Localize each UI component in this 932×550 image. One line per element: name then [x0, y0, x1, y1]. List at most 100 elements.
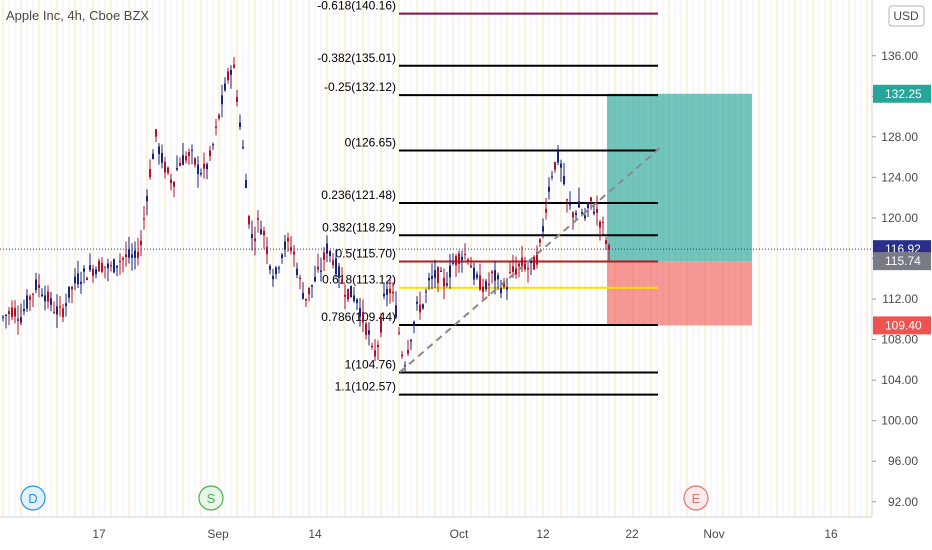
session-stripe: [242, 0, 244, 517]
candle-body: [554, 161, 556, 170]
candle-body: [350, 285, 352, 298]
candle-body: [20, 317, 22, 323]
candle-body: [434, 270, 436, 278]
candle-body: [467, 259, 469, 263]
candle-body: [158, 146, 160, 155]
candle-body: [182, 155, 184, 165]
price-tick-label: 100.00: [881, 414, 918, 428]
session-stripe: [176, 0, 178, 517]
session-stripe: [170, 0, 172, 517]
currency-button[interactable]: USD: [888, 5, 925, 27]
candle-body: [194, 158, 196, 165]
candle-body: [575, 212, 577, 215]
candle-body: [509, 271, 511, 273]
candle-body: [89, 265, 91, 270]
candle-body: [479, 275, 481, 290]
session-stripe: [572, 0, 574, 517]
time-axis[interactable]: 17 Sep 14 Oct 12 22 Nov 16: [92, 527, 838, 541]
session-stripe: [62, 0, 64, 517]
candle-body: [545, 208, 547, 213]
candle-body: [209, 150, 211, 157]
candle-body: [518, 263, 520, 267]
candle-body: [119, 261, 121, 263]
stop-loss-zone[interactable]: [607, 261, 752, 326]
session-stripe: [596, 0, 598, 517]
session-stripe: [260, 0, 262, 517]
candle-body: [74, 276, 76, 284]
fib-level-label: 0.786(109.44): [321, 310, 396, 324]
candle-body: [515, 268, 517, 275]
candle-body: [344, 294, 346, 297]
session-stripe: [554, 0, 556, 517]
session-stripe: [38, 0, 40, 517]
session-stripe: [782, 0, 784, 517]
candle-body: [188, 152, 190, 156]
session-stripe: [428, 0, 430, 517]
candle-body: [476, 274, 478, 278]
position-zones[interactable]: [607, 93, 752, 326]
candle-body: [104, 266, 106, 268]
session-stripe: [296, 0, 298, 517]
fib-level-label: 0.618(113.12): [322, 273, 396, 287]
trend-line[interactable]: [399, 147, 661, 373]
candle-body: [596, 209, 598, 214]
candle-body: [437, 267, 439, 283]
candle-body: [605, 240, 607, 244]
candle-body: [497, 275, 499, 280]
candle-body: [548, 186, 550, 192]
candle-body: [62, 308, 64, 317]
price-tick-label: 120.00: [881, 211, 918, 225]
candle-body: [53, 311, 55, 313]
event-marker[interactable]: [683, 485, 709, 511]
candle-body: [191, 149, 193, 151]
session-stripe: [860, 0, 862, 517]
candle-body: [461, 256, 463, 260]
fibonacci-retracement[interactable]: -0.618(140.16) -0.382(135.01) -0.25(132.12…: [317, 0, 658, 396]
candle-body: [224, 83, 226, 91]
session-stripe: [194, 0, 196, 517]
candle-body: [572, 212, 574, 218]
session-stripe: [56, 0, 58, 517]
candle-body: [407, 349, 409, 354]
candle-body: [281, 254, 283, 259]
currency-button-box[interactable]: [888, 5, 925, 27]
candle-body: [161, 153, 163, 163]
event-marker[interactable]: [198, 485, 224, 511]
session-stripe: [338, 0, 340, 517]
session-stripe: [68, 0, 70, 517]
candle-body: [50, 298, 52, 305]
session-stripe: [362, 0, 364, 517]
candle-body: [338, 266, 340, 278]
candle-body: [14, 308, 16, 317]
candle-body: [449, 265, 451, 278]
candle-body: [143, 218, 145, 220]
candle-body: [68, 286, 70, 298]
candle-body: [587, 203, 589, 209]
candle-body: [212, 144, 214, 146]
session-stripe: [44, 0, 46, 517]
candle-body: [563, 175, 565, 185]
candle-body: [404, 365, 406, 367]
event-marker[interactable]: [20, 485, 46, 511]
candle-body: [200, 173, 202, 175]
session-stripe: [206, 0, 208, 517]
session-stripe: [80, 0, 82, 517]
candle-body: [272, 275, 274, 280]
candle-body: [236, 96, 238, 102]
price-tick-label: 112.00: [882, 292, 918, 306]
session-stripe: [794, 0, 796, 517]
candle-body: [452, 262, 454, 265]
candle-body: [410, 340, 412, 342]
candle-body: [107, 263, 109, 269]
candle-body: [131, 254, 133, 258]
candle-body: [566, 199, 568, 201]
currency-button-label[interactable]: USD: [893, 9, 919, 23]
session-stripe: [836, 0, 838, 517]
profit-zone[interactable]: [607, 93, 752, 262]
candle-body: [311, 284, 313, 287]
session-stripe: [164, 0, 166, 517]
candle-body: [560, 163, 562, 168]
fib-level-label: -0.618(140.16): [317, 0, 396, 13]
